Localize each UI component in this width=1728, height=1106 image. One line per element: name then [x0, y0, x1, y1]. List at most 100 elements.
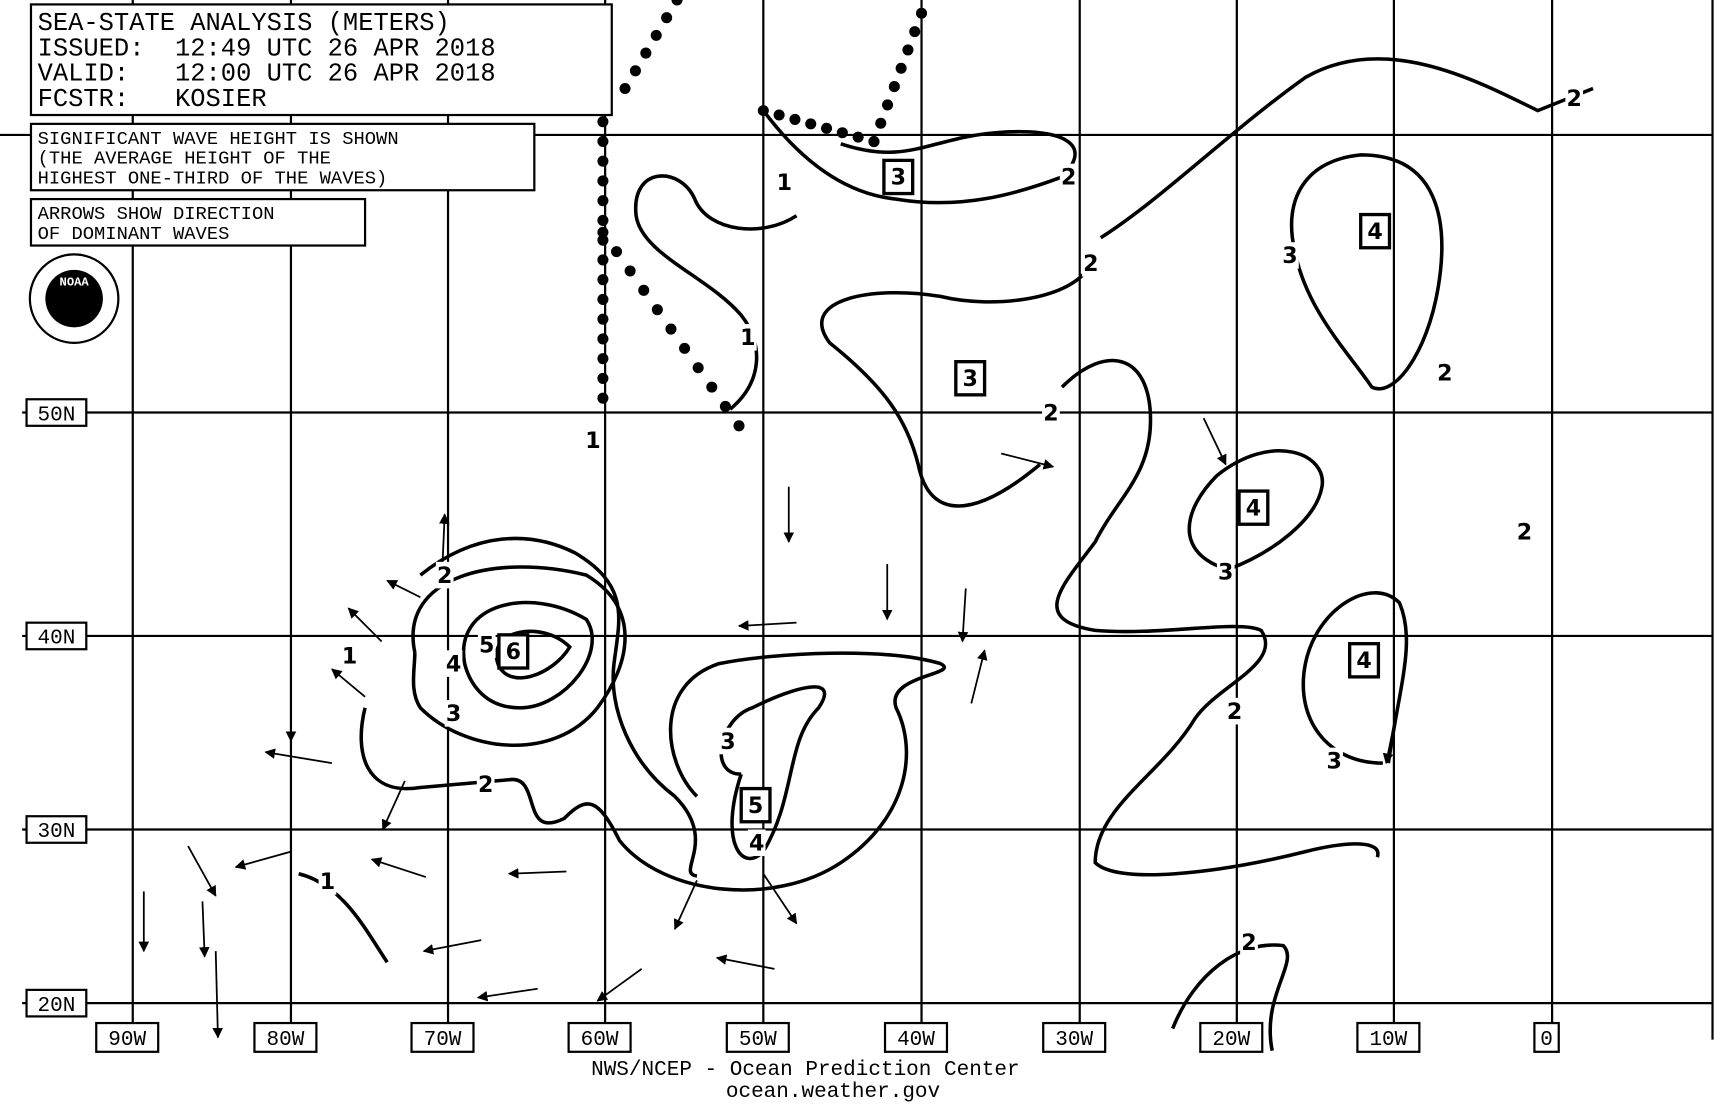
contour [719, 685, 827, 860]
contour-label: 1 [777, 170, 792, 196]
header-issued: ISSUED: 12:49 UTC 26 APR 2018 [38, 34, 496, 63]
high-label: 4 [1367, 219, 1382, 245]
contour-label: 2 [1567, 86, 1582, 112]
contour-label-bg [1240, 929, 1258, 956]
contour [1289, 153, 1444, 391]
ice-dot [597, 372, 609, 384]
arrow-note-line: OF DOMINANT WAVES [38, 223, 230, 245]
ice-dot [597, 392, 609, 404]
wave-arrow [212, 951, 223, 1039]
contour-label-bg [738, 324, 757, 351]
lat-label-box [25, 398, 88, 427]
wave-arrow [1382, 707, 1399, 765]
note-frame [29, 122, 536, 192]
ice-dot [597, 313, 609, 325]
contour-label: 3 [446, 701, 461, 727]
wave-arrow [386, 579, 421, 599]
lon-label-box [95, 1021, 160, 1053]
ice-dot [805, 118, 817, 130]
contour-label: 1 [740, 325, 755, 351]
contour-label-bg [476, 770, 495, 798]
contour [298, 872, 389, 964]
lat-label: 50N [38, 404, 76, 427]
lat-label-box [25, 815, 88, 844]
ice-dot [909, 26, 921, 38]
high-box [1359, 212, 1392, 250]
lon-label: 10W [1369, 1029, 1407, 1052]
contour-label: 1 [342, 644, 357, 670]
high-label: 5 [748, 793, 763, 819]
wave-arrow [476, 987, 538, 1002]
wave-arrow [381, 780, 406, 831]
wave-arrow [673, 880, 698, 931]
contour-label: 3 [1282, 243, 1297, 269]
contour-label-bg [584, 426, 602, 454]
lon-label: 50W [739, 1029, 777, 1052]
wave-arrow [957, 588, 969, 643]
contour-label: 3 [1218, 560, 1233, 586]
wave-arrow [438, 513, 450, 565]
lon-label: 90W [108, 1029, 146, 1052]
wave-arrow [1000, 452, 1055, 470]
header-frame [29, 3, 613, 117]
contour-label-bg [747, 829, 766, 857]
wave-arrows [138, 417, 1399, 1039]
high-label: 3 [963, 366, 978, 392]
note-line: (THE AVERAGE HEIGHT OF THE [38, 148, 331, 170]
contour [411, 565, 627, 748]
lon-label-box [1356, 1021, 1421, 1053]
ice-dot [597, 274, 609, 286]
contour [1099, 57, 1594, 240]
ice-dot [733, 420, 745, 432]
contour-label-bg [1325, 747, 1344, 775]
contour-label: 3 [720, 729, 735, 755]
wave-arrow [970, 649, 988, 704]
ice-dot [706, 381, 718, 393]
ice-dot [773, 109, 785, 121]
contour-label-bg [1059, 163, 1078, 191]
header-box: SEA-STATE ANALYSIS (METERS) ISSUED: 12:4… [28, 3, 613, 344]
lat-label-box [25, 988, 88, 1018]
contour-label-bg [1515, 518, 1534, 546]
high-box [739, 786, 772, 824]
contour-label: 5 [479, 633, 494, 659]
lat-label: 40N [38, 628, 76, 651]
ice-dot [902, 44, 914, 56]
ice-dot [629, 65, 641, 77]
contour-label-bg [444, 650, 463, 677]
lon-label: 40W [897, 1029, 935, 1052]
lon-label-box [410, 1021, 475, 1053]
wave-arrow [234, 850, 292, 870]
wave-arrow [198, 901, 210, 958]
ice-edge [597, 0, 928, 432]
contour-label: 3 [1326, 749, 1341, 775]
header-title: SEA-STATE ANALYSIS (METERS) [38, 9, 450, 38]
contour-label-bg [775, 169, 794, 196]
ice-dot [651, 304, 663, 316]
contour-label-bg [435, 561, 454, 589]
contour-label: 2 [437, 563, 452, 589]
ice-dot [679, 342, 691, 354]
ice-dot [597, 293, 609, 305]
contour-label-bg [1281, 242, 1299, 269]
ice-dot [619, 82, 631, 95]
lon-label-box [883, 1021, 949, 1053]
ice-dot [597, 195, 609, 207]
contour-label-bg [477, 631, 496, 659]
contour [461, 600, 594, 710]
ice-dot [821, 122, 833, 134]
footer-agency: NWS/NCEP - Ocean Prediction Center [591, 1059, 1020, 1082]
high-label: 6 [506, 639, 521, 665]
ice-dot [895, 62, 907, 74]
contour-label: 2 [1043, 400, 1058, 426]
ice-dot [597, 333, 609, 345]
high-box [1237, 489, 1270, 526]
contour [1187, 449, 1324, 572]
logo-text: NOAA [60, 275, 90, 289]
ice-dot [882, 99, 894, 111]
wave-arrow [187, 845, 217, 897]
note-line: SIGNIFICANT WAVE HEIGHT IS SHOWN [38, 128, 399, 150]
high-label: 4 [1356, 648, 1371, 674]
ice-dot [852, 131, 864, 143]
logo-disc [45, 269, 103, 328]
